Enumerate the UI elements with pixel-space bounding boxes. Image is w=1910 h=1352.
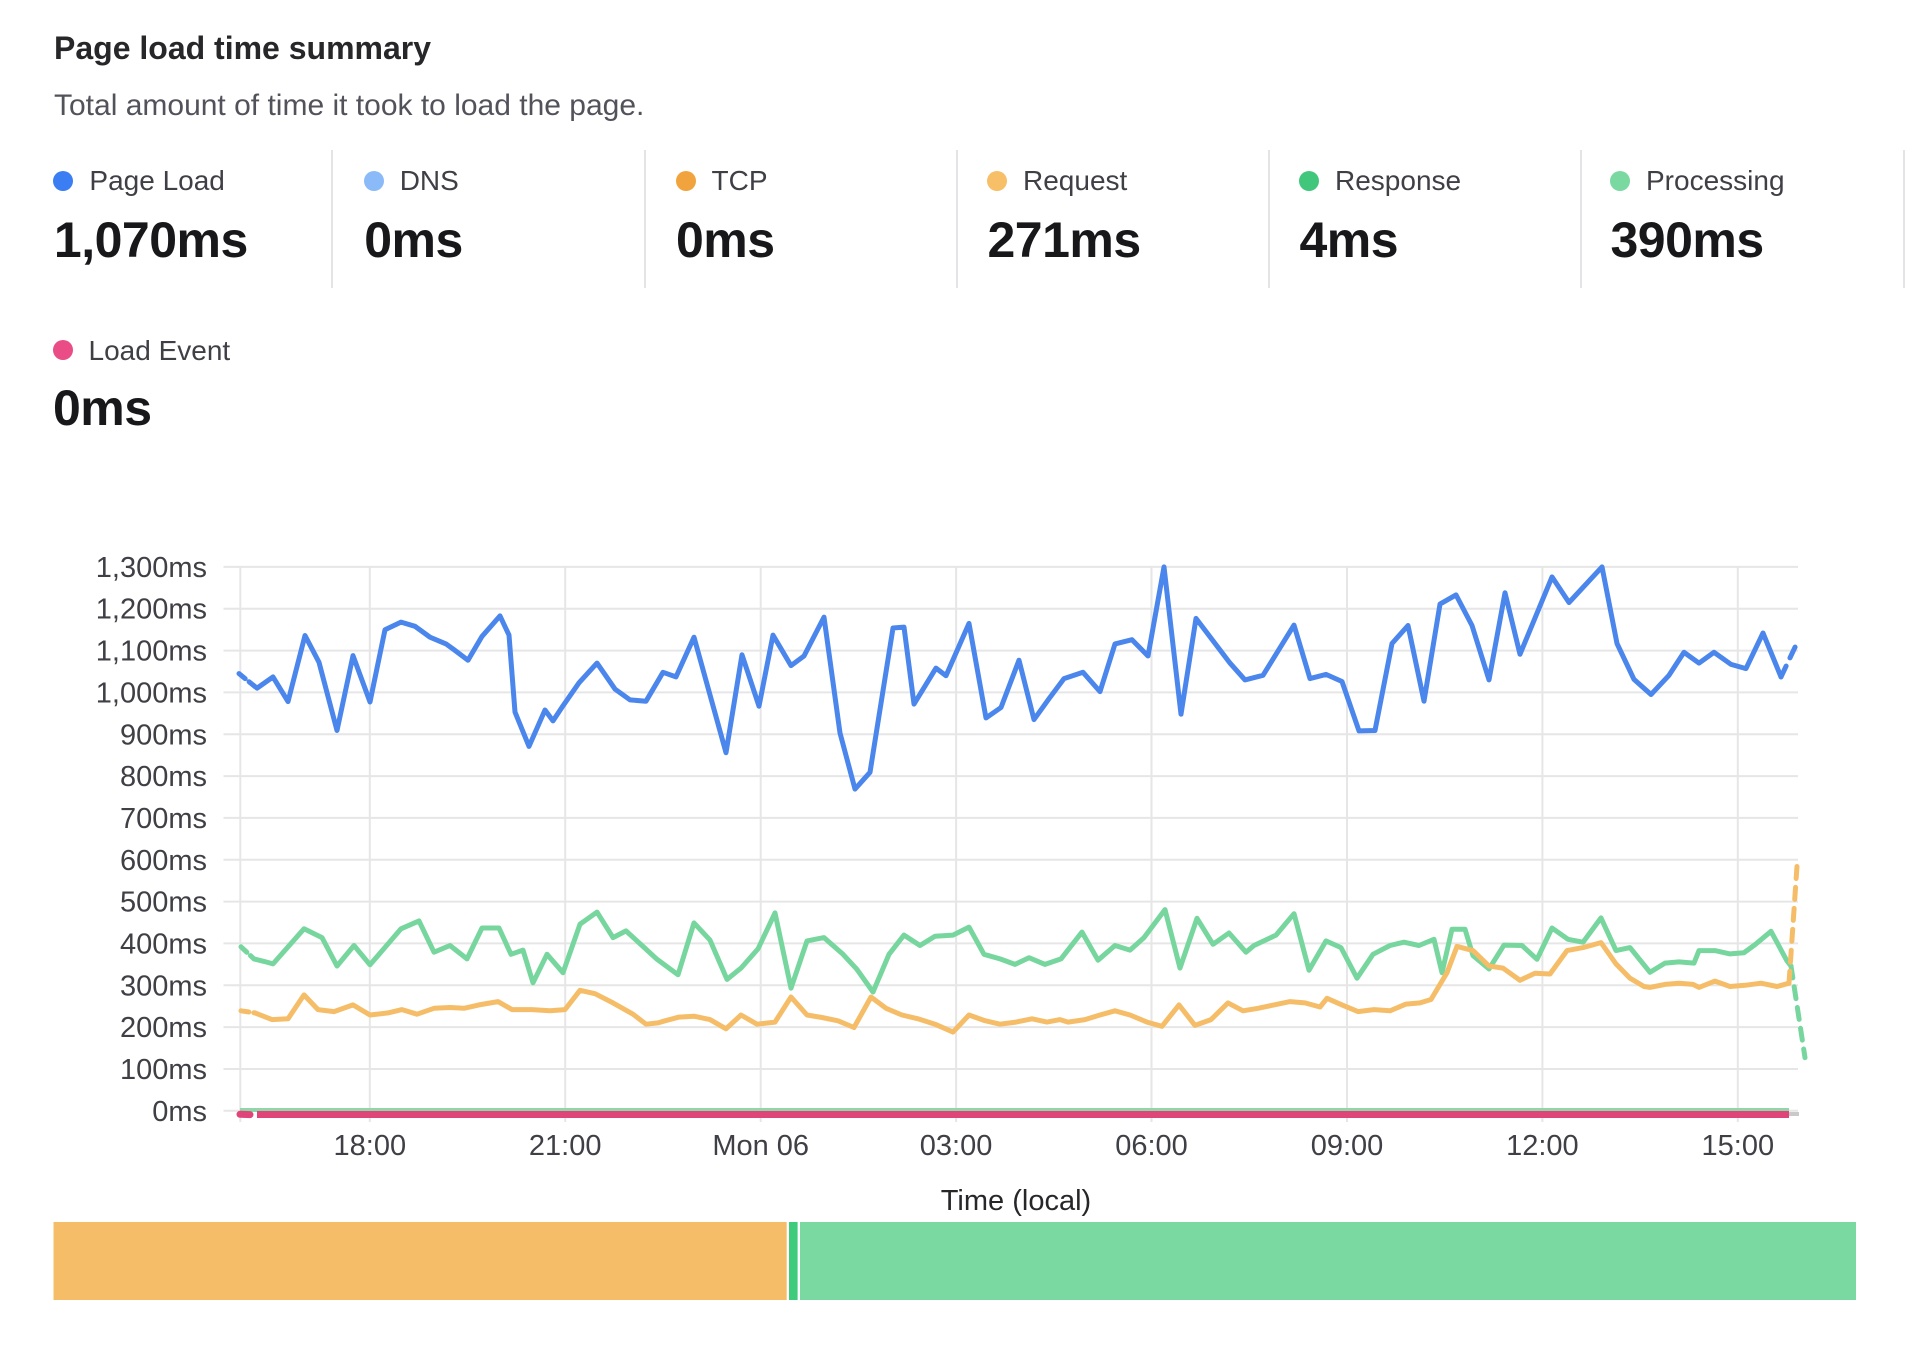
svg-text:500ms: 500ms bbox=[120, 887, 207, 919]
svg-text:0ms: 0ms bbox=[152, 1096, 207, 1128]
svg-text:800ms: 800ms bbox=[120, 761, 207, 793]
svg-text:1,000ms: 1,000ms bbox=[96, 677, 207, 709]
svg-text:100ms: 100ms bbox=[120, 1054, 207, 1086]
svg-text:Mon 06: Mon 06 bbox=[712, 1130, 809, 1162]
svg-text:900ms: 900ms bbox=[120, 719, 207, 751]
svg-text:600ms: 600ms bbox=[120, 845, 207, 877]
svg-text:18:00: 18:00 bbox=[334, 1130, 407, 1162]
svg-text:400ms: 400ms bbox=[120, 928, 207, 960]
svg-text:1,300ms: 1,300ms bbox=[96, 552, 207, 584]
svg-text:1,200ms: 1,200ms bbox=[96, 594, 207, 626]
svg-text:21:00: 21:00 bbox=[529, 1130, 602, 1162]
svg-text:300ms: 300ms bbox=[120, 970, 207, 1002]
svg-text:06:00: 06:00 bbox=[1115, 1130, 1188, 1162]
svg-text:200ms: 200ms bbox=[120, 1012, 207, 1044]
svg-text:Time (local): Time (local) bbox=[941, 1185, 1091, 1217]
svg-text:09:00: 09:00 bbox=[1311, 1130, 1384, 1162]
svg-text:1,100ms: 1,100ms bbox=[96, 636, 207, 668]
svg-text:700ms: 700ms bbox=[120, 803, 207, 835]
svg-text:12:00: 12:00 bbox=[1506, 1130, 1579, 1162]
svg-text:15:00: 15:00 bbox=[1702, 1130, 1775, 1162]
svg-text:03:00: 03:00 bbox=[920, 1130, 993, 1162]
